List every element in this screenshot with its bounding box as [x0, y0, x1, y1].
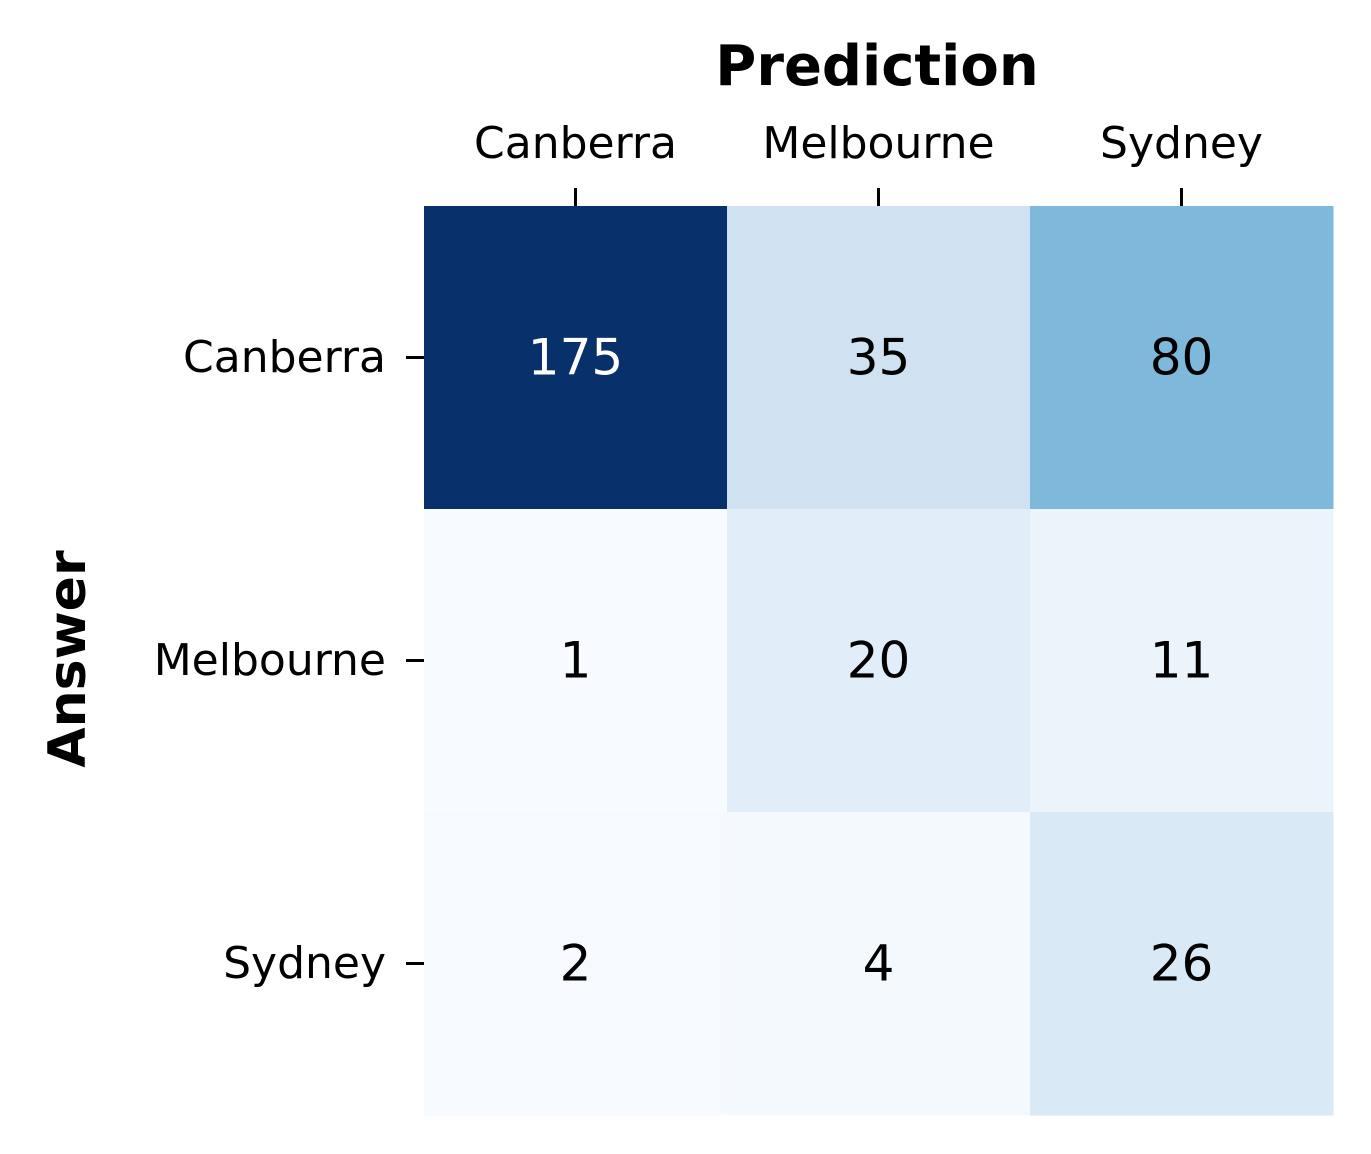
cell-value-label: 35	[847, 329, 911, 387]
heatmap-cell-r1-c2	[1030, 509, 1334, 813]
x-axis-title: Prediction	[715, 34, 1038, 99]
cell-value-label: 1	[560, 632, 592, 690]
heatmap-cell-r2-c1	[727, 812, 1031, 1116]
heatmap-cell-r2-c0	[424, 812, 728, 1116]
y-tick-label: Canberra	[183, 332, 386, 383]
cell-value-label: 175	[528, 329, 623, 387]
heatmap-cell-r1-c0	[424, 509, 728, 813]
y-axis-title: Answer	[38, 550, 98, 768]
y-tick-label: Sydney	[223, 938, 386, 989]
heatmap-cells	[424, 206, 1334, 1116]
heatmap-cell-r0-c0	[424, 206, 728, 510]
x-tick-label: Canberra	[474, 118, 677, 169]
heatmap-cell-r0-c2	[1030, 206, 1334, 510]
heatmap-cell-r0-c1	[727, 206, 1031, 510]
cell-value-labels: 175 35 80 1 20 11 2 4 26	[528, 329, 1214, 993]
cell-value-label: 4	[863, 935, 895, 993]
x-tick-label: Melbourne	[762, 118, 994, 169]
heatmap-cell-r2-c2	[1030, 812, 1334, 1116]
x-tick-label: Sydney	[1100, 118, 1263, 169]
cell-value-label: 2	[560, 935, 592, 993]
y-tick-label: Melbourne	[154, 635, 386, 686]
cell-value-label: 11	[1150, 632, 1214, 690]
cell-value-label: 20	[847, 632, 911, 690]
axis-ticks: Canberra Melbourne Sydney Canberra Melbourne…	[154, 118, 1263, 989]
cell-value-label: 26	[1150, 935, 1214, 993]
cell-value-label: 80	[1150, 329, 1214, 387]
heatmap-cell-r1-c1	[727, 509, 1031, 813]
